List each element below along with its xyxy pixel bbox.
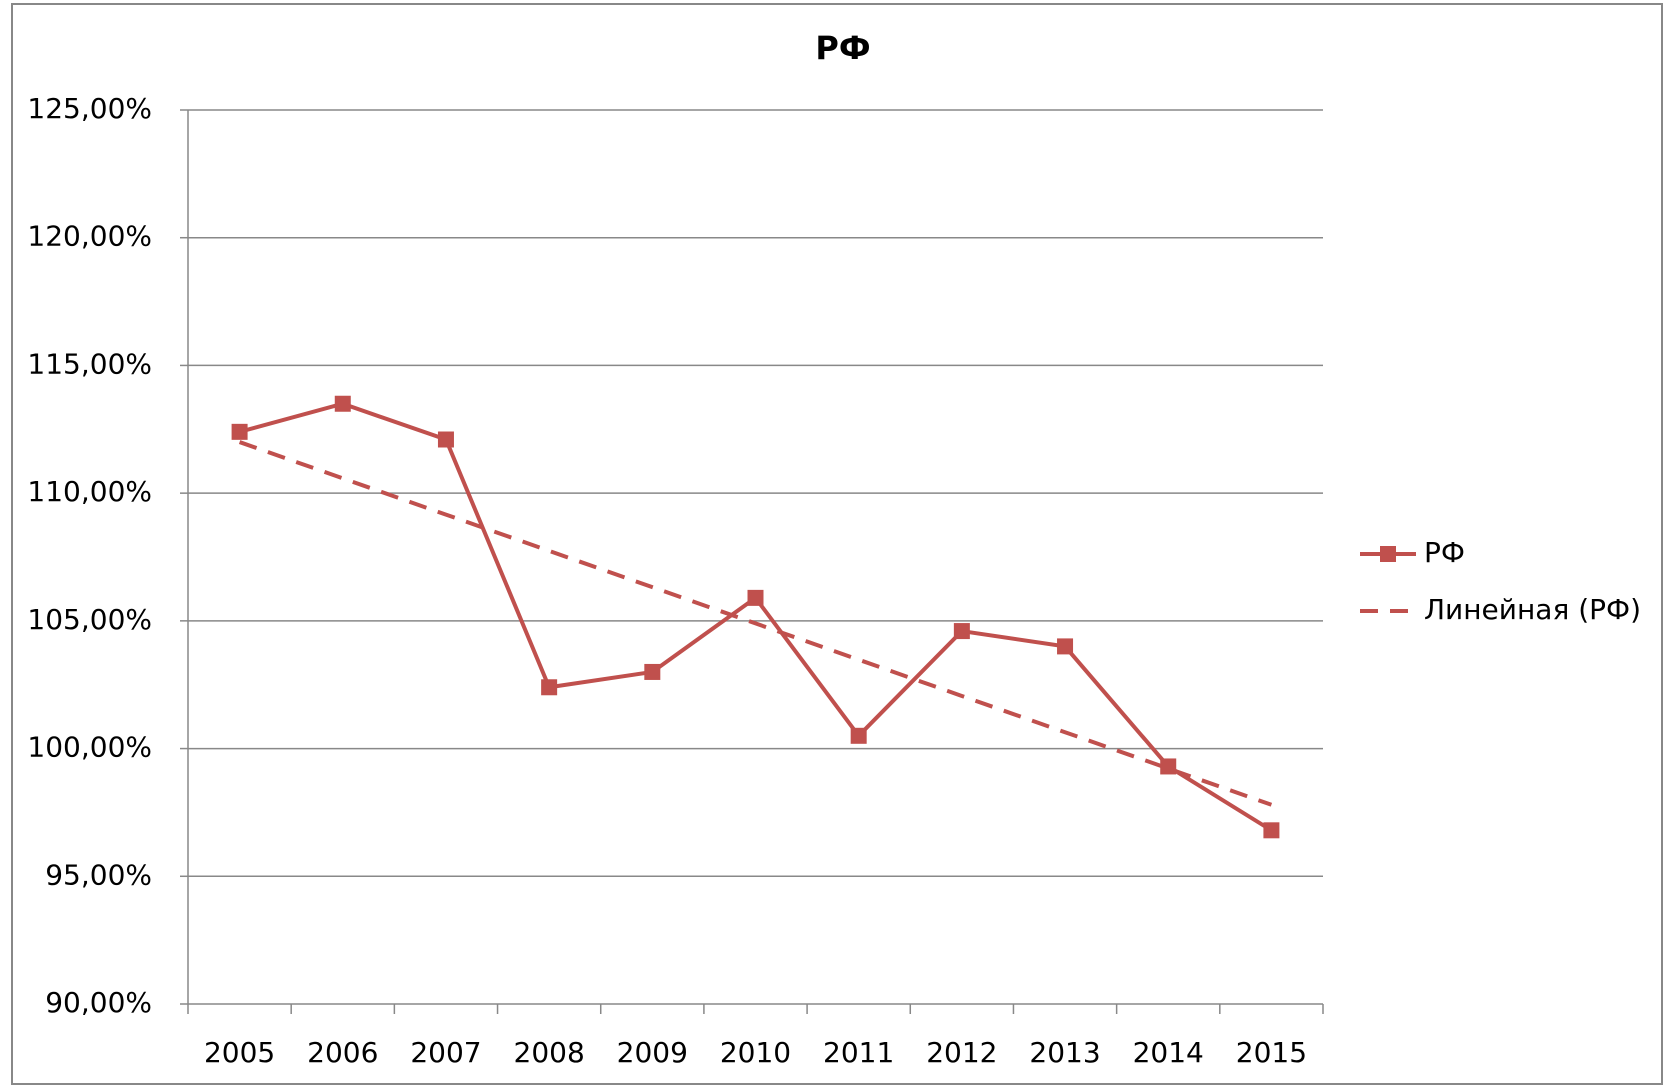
point-marker bbox=[850, 727, 867, 744]
point-marker bbox=[953, 623, 970, 640]
y-tick-label: 110,00% bbox=[27, 475, 152, 508]
x-tick-label: 2010 bbox=[720, 1036, 791, 1069]
x-tick-label: 2006 bbox=[307, 1036, 378, 1069]
y-tick-label: 100,00% bbox=[27, 731, 152, 764]
point-marker bbox=[334, 395, 351, 412]
y-tick-label: 125,00% bbox=[27, 92, 152, 125]
y-tick-label: 120,00% bbox=[27, 220, 152, 253]
x-tick-label: 2012 bbox=[926, 1036, 997, 1069]
chart-frame bbox=[11, 3, 1663, 1085]
x-tick-label: 2013 bbox=[1029, 1036, 1100, 1069]
point-marker bbox=[1160, 758, 1177, 775]
y-tick-label: 115,00% bbox=[27, 347, 152, 380]
point-marker bbox=[541, 679, 558, 696]
x-tick-label: 2014 bbox=[1133, 1036, 1204, 1069]
x-tick-label: 2007 bbox=[410, 1036, 481, 1069]
x-tick-label: 2005 bbox=[204, 1036, 275, 1069]
point-marker bbox=[644, 663, 661, 680]
point-marker bbox=[1057, 638, 1074, 655]
point-marker bbox=[1263, 822, 1280, 839]
legend-label: РФ bbox=[1424, 536, 1465, 569]
y-tick-label: 105,00% bbox=[27, 603, 152, 636]
x-tick-label: 2008 bbox=[514, 1036, 585, 1069]
point-marker bbox=[231, 423, 248, 440]
x-tick-label: 2011 bbox=[823, 1036, 894, 1069]
legend-marker bbox=[1380, 546, 1396, 562]
point-marker bbox=[437, 431, 454, 448]
x-tick-label: 2015 bbox=[1236, 1036, 1307, 1069]
y-tick-label: 90,00% bbox=[45, 986, 152, 1019]
trend-line bbox=[238, 440, 1273, 807]
legend-label: Линейная (РФ) bbox=[1424, 593, 1641, 626]
point-marker bbox=[747, 589, 764, 606]
chart-title: РФ bbox=[815, 29, 870, 67]
y-tick-label: 95,00% bbox=[45, 858, 152, 891]
x-tick-label: 2009 bbox=[617, 1036, 688, 1069]
